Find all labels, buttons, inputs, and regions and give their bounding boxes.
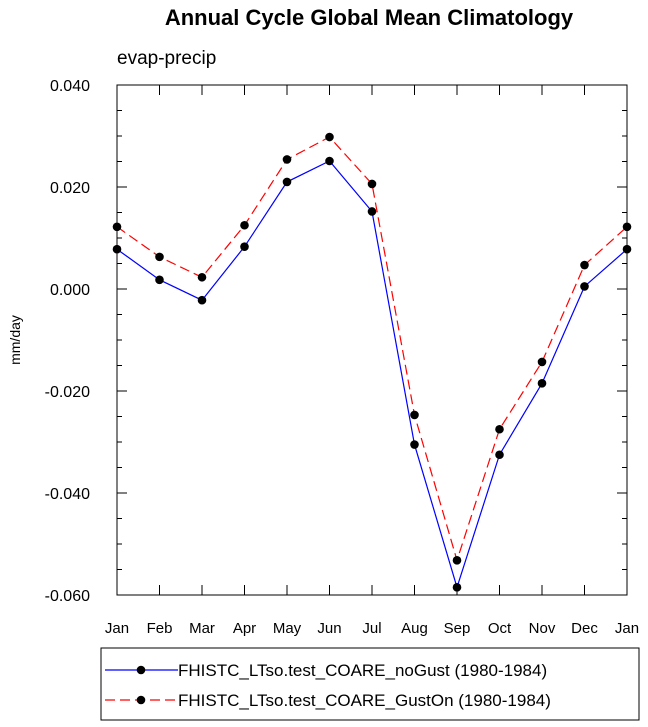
data-point — [325, 132, 334, 142]
legend: FHISTC_LTso.test_COARE_noGust (1980-1984… — [100, 647, 640, 721]
x-tick-label: Nov — [529, 620, 556, 637]
data-point — [155, 275, 164, 285]
data-point — [197, 295, 207, 305]
axis-ticks — [116, 84, 628, 596]
legend-label: FHISTC_LTso.test_COARE_GustOn (1980-1984… — [178, 691, 551, 710]
data-point — [325, 156, 334, 166]
y-axis-label: mm/day — [7, 315, 23, 365]
y-tick-label: -0.060 — [45, 588, 90, 605]
x-tick-label: Jan — [105, 620, 129, 637]
data-point — [537, 357, 547, 367]
data-point — [155, 252, 164, 262]
x-tick-label: Dec — [571, 620, 598, 637]
data-point — [410, 410, 419, 420]
data-point — [282, 155, 292, 164]
data-point — [495, 450, 504, 460]
x-tick-label: Mar — [189, 620, 215, 637]
data-point — [282, 177, 292, 187]
data-point — [580, 260, 589, 270]
x-tick-label: Jul — [362, 620, 381, 637]
data-point — [197, 272, 207, 282]
chart-subtitle: evap-precip — [117, 48, 216, 69]
series-layer — [112, 132, 632, 592]
data-point — [495, 424, 504, 434]
data-point — [367, 207, 377, 216]
legend-marker — [136, 665, 146, 675]
chart-title: Annual Cycle Global Mean Climatology — [165, 5, 574, 30]
data-point — [580, 282, 589, 291]
data-point — [240, 220, 249, 230]
legend-box — [100, 647, 640, 721]
x-tick-label: Oct — [488, 620, 512, 637]
plot-frame — [116, 84, 628, 596]
series-line — [116, 136, 628, 563]
series-line — [116, 160, 628, 590]
data-point — [452, 556, 462, 565]
y-tick-label: 0.020 — [50, 180, 90, 197]
y-tick-label: 0.000 — [50, 282, 90, 299]
y-tick-label: -0.020 — [45, 384, 90, 401]
legend-label: FHISTC_LTso.test_COARE_noGust (1980-1984… — [178, 661, 547, 680]
x-tick-label: May — [273, 620, 302, 637]
x-tick-labels: Jan Feb Mar Apr May Jun Jul Aug Sep Oct Nov Dec Jan — [105, 620, 639, 637]
data-point — [452, 583, 462, 592]
data-point — [240, 242, 249, 251]
y-tick-label: 0.040 — [50, 78, 90, 95]
x-tick-label: Feb — [147, 620, 173, 637]
legend-marker — [136, 695, 146, 705]
x-tick-label: Aug — [401, 620, 428, 637]
data-point — [367, 179, 377, 189]
data-point — [410, 440, 419, 449]
x-tick-label: Apr — [233, 620, 256, 637]
x-tick-label: Sep — [444, 620, 471, 637]
x-tick-label: Jan — [615, 620, 639, 637]
data-point — [537, 379, 547, 388]
y-tick-label: -0.040 — [45, 486, 90, 503]
x-tick-label: Jun — [317, 620, 341, 637]
y-tick-labels: 0.040 0.020 0.000 -0.020 -0.040 -0.060 — [45, 78, 90, 605]
